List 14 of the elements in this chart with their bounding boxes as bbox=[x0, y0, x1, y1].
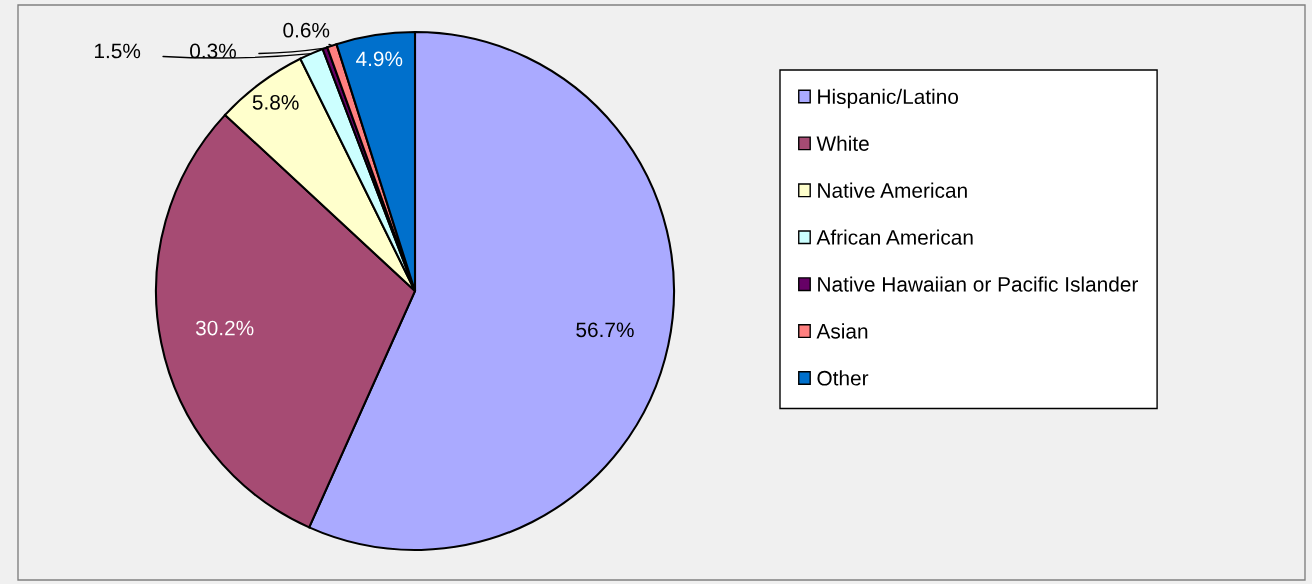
legend-label: Asian bbox=[816, 323, 868, 339]
legend-label: African American bbox=[816, 229, 973, 245]
legend-label: Other bbox=[817, 370, 869, 386]
legend-label: Hispanic/Latino bbox=[818, 88, 959, 109]
legend-label: White bbox=[816, 135, 869, 151]
legend-label: Native American bbox=[818, 182, 967, 198]
data-label: 30.2% bbox=[195, 320, 254, 336]
data-label: 0.3% bbox=[190, 43, 236, 59]
data-label: 1.5% bbox=[95, 43, 141, 59]
data-label: 56.7% bbox=[576, 322, 634, 338]
data-label: 4.9% bbox=[356, 51, 403, 67]
data-label: 5.8% bbox=[252, 94, 299, 110]
data-label: 0.6% bbox=[283, 22, 330, 38]
legend-label: Native Hawaiian or Pacific Islander bbox=[818, 276, 1139, 292]
